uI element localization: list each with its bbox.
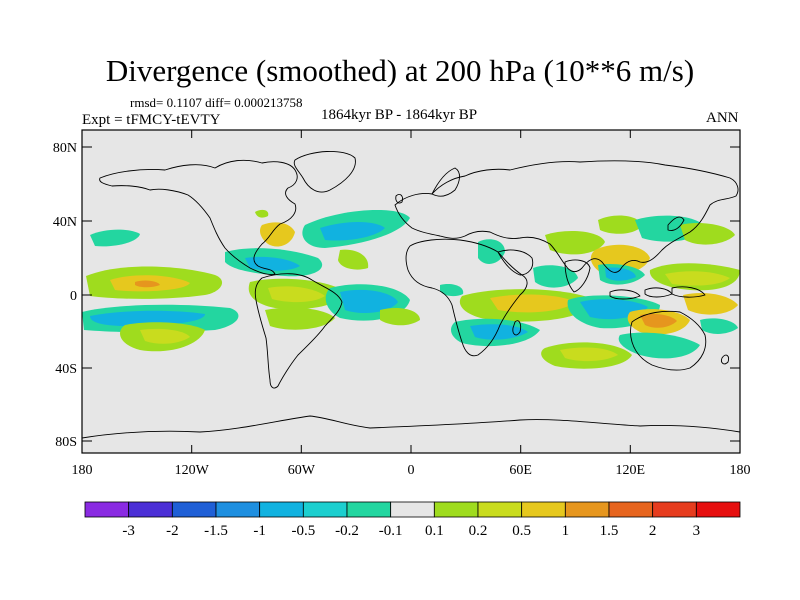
lon-tick-label: 180 bbox=[730, 463, 751, 478]
colorbar-label: 1.5 bbox=[600, 523, 619, 539]
coastline-north-america bbox=[99, 159, 298, 275]
lat-tick-label: 40N bbox=[53, 215, 77, 230]
lon-tick-label: 120E bbox=[616, 463, 646, 478]
coastline-japan bbox=[667, 216, 685, 231]
lat-tick-label: 40S bbox=[55, 362, 77, 377]
colorbar-label: 0.2 bbox=[469, 523, 488, 539]
colorbar-swatch bbox=[695, 501, 741, 518]
coastline-eurasia bbox=[394, 160, 739, 273]
experiment-label: Expt = tFMCY-tEVTY bbox=[82, 112, 221, 128]
colorbar-swatch bbox=[564, 501, 610, 518]
season-label: ANN bbox=[706, 110, 739, 126]
anomaly-patch bbox=[268, 286, 325, 303]
lat-tick-marks bbox=[82, 146, 740, 442]
anomaly-patch bbox=[340, 289, 398, 314]
lon-tick-label: 60E bbox=[509, 463, 532, 478]
colorbar-swatch bbox=[84, 501, 130, 518]
colorbar-swatch bbox=[608, 501, 654, 518]
coastline-antarctica bbox=[82, 415, 740, 439]
colorbar-label: 0.1 bbox=[425, 523, 444, 539]
anomaly-patch bbox=[545, 230, 605, 255]
colorbar-swatch bbox=[346, 501, 392, 518]
coastline-scandinavia bbox=[431, 167, 460, 197]
anomaly-patch bbox=[683, 293, 738, 315]
colorbar-label: 0.5 bbox=[512, 523, 531, 539]
coastline-madagascar bbox=[512, 320, 522, 336]
colorbar-swatch bbox=[215, 501, 261, 518]
coastline-indonesia bbox=[609, 286, 706, 300]
anomaly-patch bbox=[680, 223, 735, 245]
coastline-new-zealand bbox=[721, 354, 729, 365]
anomaly-patch bbox=[470, 324, 528, 340]
colorbar-label: 1 bbox=[562, 523, 570, 539]
anomaly-patch bbox=[255, 209, 269, 218]
period-label: 1864kyr BP - 1864kyr BP bbox=[321, 107, 478, 123]
lat-tick-label: 80S bbox=[55, 435, 77, 450]
coastline-south-america bbox=[254, 273, 343, 389]
anomaly-patch bbox=[598, 215, 642, 234]
colorbar-label: -0.2 bbox=[335, 523, 359, 539]
anomaly-patch bbox=[560, 347, 618, 362]
colorbar-label: -0.1 bbox=[379, 523, 403, 539]
colorbar-label: -1 bbox=[253, 523, 266, 539]
colorbar-swatch bbox=[433, 501, 479, 518]
coastline-india bbox=[564, 259, 591, 293]
lon-tick-label: 180 bbox=[72, 463, 93, 478]
anomaly-patch bbox=[665, 271, 730, 286]
anomaly-patch bbox=[245, 256, 300, 271]
lat-tick-label: 80N bbox=[53, 141, 77, 156]
anomaly-patch bbox=[605, 267, 636, 281]
coastlines bbox=[82, 150, 740, 439]
colorbar-label: 3 bbox=[693, 523, 701, 539]
colorbar-label: -2 bbox=[166, 523, 179, 539]
lat-tick-label: 0 bbox=[70, 289, 77, 304]
map-title: Divergence (smoothed) at 200 hPa (10**6 … bbox=[105, 53, 695, 88]
anomaly-patch bbox=[338, 249, 369, 270]
lon-tick-marks bbox=[191, 130, 631, 453]
coastline-arabia bbox=[497, 249, 534, 276]
anomaly-patch bbox=[490, 294, 575, 313]
coastline-africa bbox=[405, 238, 528, 357]
colorbar: -3 -2 -1.5 -1 -0.5 -0.2 -0.1 0.1 0.2 0.5 1 1.5 2 3 bbox=[84, 501, 741, 539]
coastline-greenland bbox=[293, 150, 356, 193]
colorbar-label: 2 bbox=[649, 523, 657, 539]
anomaly-patch bbox=[533, 265, 578, 288]
anomaly-patch bbox=[380, 308, 420, 326]
colorbar-label: -0.5 bbox=[291, 523, 315, 539]
lon-tick-label: 60W bbox=[288, 463, 316, 478]
colorbar-swatch bbox=[171, 501, 217, 518]
colorbar-swatch bbox=[390, 501, 435, 518]
colorbar-label: -1.5 bbox=[204, 523, 228, 539]
anomaly-patch bbox=[440, 284, 464, 297]
colorbar-swatch bbox=[521, 501, 566, 518]
stats-text: rmsd= 0.1107 diff= 0.000213758 bbox=[130, 95, 303, 110]
divergence-field bbox=[82, 209, 740, 369]
anomaly-patch bbox=[618, 332, 700, 359]
anomaly-patch bbox=[265, 307, 335, 330]
anomaly-patch bbox=[140, 328, 190, 344]
anomaly-patch bbox=[320, 222, 385, 241]
lon-tick-label: 0 bbox=[408, 463, 415, 478]
anomaly-patch bbox=[640, 313, 677, 328]
colorbar-swatch bbox=[128, 501, 173, 518]
colorbar-swatch bbox=[477, 501, 523, 518]
lon-tick-label: 120W bbox=[175, 463, 210, 478]
anomaly-patch bbox=[90, 310, 205, 326]
colorbar-label: -3 bbox=[122, 523, 135, 539]
colorbar-swatch bbox=[302, 501, 348, 518]
coastline-uk bbox=[395, 193, 403, 204]
coastline-australia bbox=[630, 310, 707, 371]
anomaly-patch bbox=[260, 222, 295, 247]
colorbar-swatch bbox=[259, 501, 304, 518]
anomaly-patch bbox=[135, 280, 160, 288]
colorbar-swatch bbox=[652, 501, 697, 518]
anomaly-patch bbox=[700, 318, 738, 334]
anomaly-patch bbox=[90, 229, 140, 247]
